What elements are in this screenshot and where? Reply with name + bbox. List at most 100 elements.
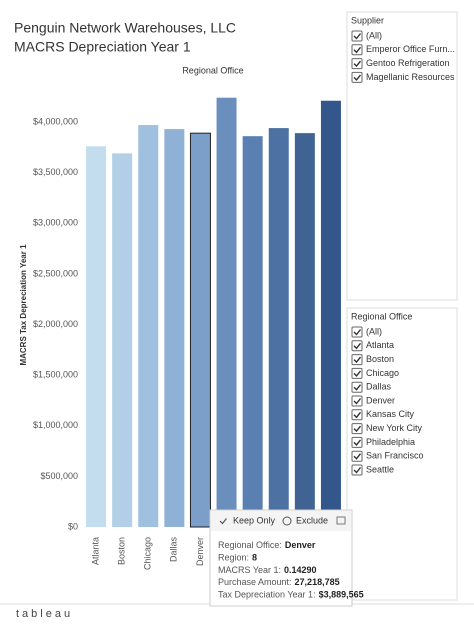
bar[interactable] [294, 133, 315, 527]
tableau-logo: tableau [16, 608, 73, 620]
tooltip-line: Region: 8 [218, 553, 257, 563]
tooltip-label: Purchase Amount: [218, 578, 292, 588]
bar[interactable] [216, 97, 237, 527]
checkbox[interactable] [351, 71, 363, 83]
checkbox[interactable] [351, 464, 363, 476]
tooltip-label: Tax Depreciation Year 1: [218, 590, 316, 600]
filter-title: Regional Office [351, 311, 412, 321]
checkmark [353, 74, 362, 81]
filter-item[interactable]: (All) [366, 326, 382, 336]
checkbox[interactable] [351, 367, 363, 379]
tooltip-label: Regional Office: [218, 540, 282, 550]
y-tick-label: $1,000,000 [33, 420, 78, 430]
checkmark [353, 411, 362, 419]
bar[interactable] [189, 132, 211, 528]
checkmark [353, 425, 362, 433]
filter-item[interactable]: Kansas City [366, 409, 415, 419]
checkbox[interactable] [351, 30, 363, 42]
bar[interactable] [268, 128, 289, 527]
chart-title: Penguin Network Warehouses, LLC [14, 20, 236, 36]
checkmark [353, 60, 362, 68]
filter-title: Supplier [351, 15, 384, 25]
y-tick-label: $3,500,000 [33, 167, 78, 177]
checkmark [353, 467, 362, 474]
checkbox[interactable] [351, 423, 363, 435]
tooltip-line: Purchase Amount: 27,218,785 [218, 578, 340, 588]
filter-item[interactable]: Seattle [366, 464, 394, 474]
checkbox[interactable] [351, 450, 363, 462]
x-tick-label: Dallas [169, 537, 179, 563]
x-tick-label: Boston [117, 537, 127, 565]
y-tick-label: $3,000,000 [33, 218, 78, 228]
checkmark [353, 342, 362, 350]
grid-icon [336, 516, 346, 525]
y-tick-label: $1,500,000 [33, 370, 78, 380]
checkbox[interactable] [351, 436, 363, 448]
filter-item[interactable]: Atlanta [366, 340, 394, 350]
checkmark [353, 398, 362, 405]
y-tick-label: $500,000 [40, 471, 78, 481]
tooltip-action[interactable]: Exclude [296, 515, 328, 525]
checkbox[interactable] [351, 58, 363, 70]
checkbox[interactable] [351, 381, 363, 393]
tooltip-value: Denver [285, 540, 316, 550]
x-tick-label: Denver [195, 537, 205, 566]
filter-item[interactable]: (All) [366, 30, 382, 40]
column-header: Regional Office [182, 65, 243, 75]
tooltip-value: 27,218,785 [295, 578, 340, 588]
checkmark [353, 453, 362, 460]
checkbox[interactable] [351, 409, 363, 421]
tooltip-line: Regional Office: Denver [218, 540, 316, 550]
checkbox[interactable] [351, 395, 363, 407]
filter-item[interactable]: San Francisco [366, 451, 424, 461]
filter-item[interactable]: Emperor Office Furn... [366, 44, 455, 54]
filter-item[interactable]: Boston [366, 354, 394, 364]
exclude-icon [282, 516, 292, 526]
filter-item[interactable]: Denver [366, 395, 395, 405]
checkmark [353, 46, 362, 54]
checkmark [353, 370, 362, 377]
checkbox[interactable] [351, 44, 363, 56]
bar[interactable] [112, 153, 133, 527]
check-icon [219, 518, 227, 525]
y-tick-label: $2,000,000 [33, 319, 78, 329]
filter-panel [346, 307, 458, 601]
filter-panel [346, 11, 458, 301]
bar[interactable] [320, 100, 341, 528]
tooltip-label: Region: [218, 553, 249, 563]
bar[interactable] [164, 129, 185, 527]
filter-item[interactable]: Philadelphia [366, 437, 415, 447]
tooltip-value: $3,889,565 [319, 590, 364, 600]
checkmark [353, 33, 362, 40]
bar[interactable] [242, 136, 263, 528]
y-axis-label: MACRS Tax Depreciation Year 1 [19, 244, 28, 366]
tooltip-actions [211, 511, 351, 531]
checkmark [353, 356, 362, 364]
filter-item[interactable]: Dallas [366, 382, 392, 392]
checkbox[interactable] [351, 326, 363, 338]
checkmark [353, 384, 362, 391]
tooltip-value: 8 [252, 553, 257, 563]
checkbox[interactable] [351, 340, 363, 352]
y-tick-label: $4,000,000 [33, 116, 78, 126]
filter-item[interactable]: Chicago [366, 368, 399, 378]
y-tick-label: $2,500,000 [33, 268, 78, 278]
filter-item[interactable]: Gentoo Refrigeration [366, 58, 450, 68]
x-tick-label: Chicago [143, 537, 153, 570]
checkmark [353, 439, 362, 446]
tooltip-label: MACRS Year 1: [218, 565, 281, 575]
y-tick-label: $0 [68, 521, 78, 531]
tooltip-action[interactable]: Keep Only [233, 515, 276, 525]
x-tick-label: Atlanta [90, 537, 100, 565]
tooltip-line: Tax Depreciation Year 1: $3,889,565 [218, 590, 364, 600]
bar[interactable] [86, 146, 107, 528]
bar[interactable] [138, 125, 159, 527]
tooltip-line: MACRS Year 1: 0.14290 [218, 565, 317, 575]
chart-title: MACRS Depreciation Year 1 [14, 39, 191, 55]
filter-item[interactable]: Magellanic Resources [366, 72, 455, 82]
filter-item[interactable]: New York City [366, 423, 423, 433]
checkmark [353, 329, 362, 336]
tooltip-value: 0.14290 [284, 565, 317, 575]
checkbox[interactable] [351, 354, 363, 366]
